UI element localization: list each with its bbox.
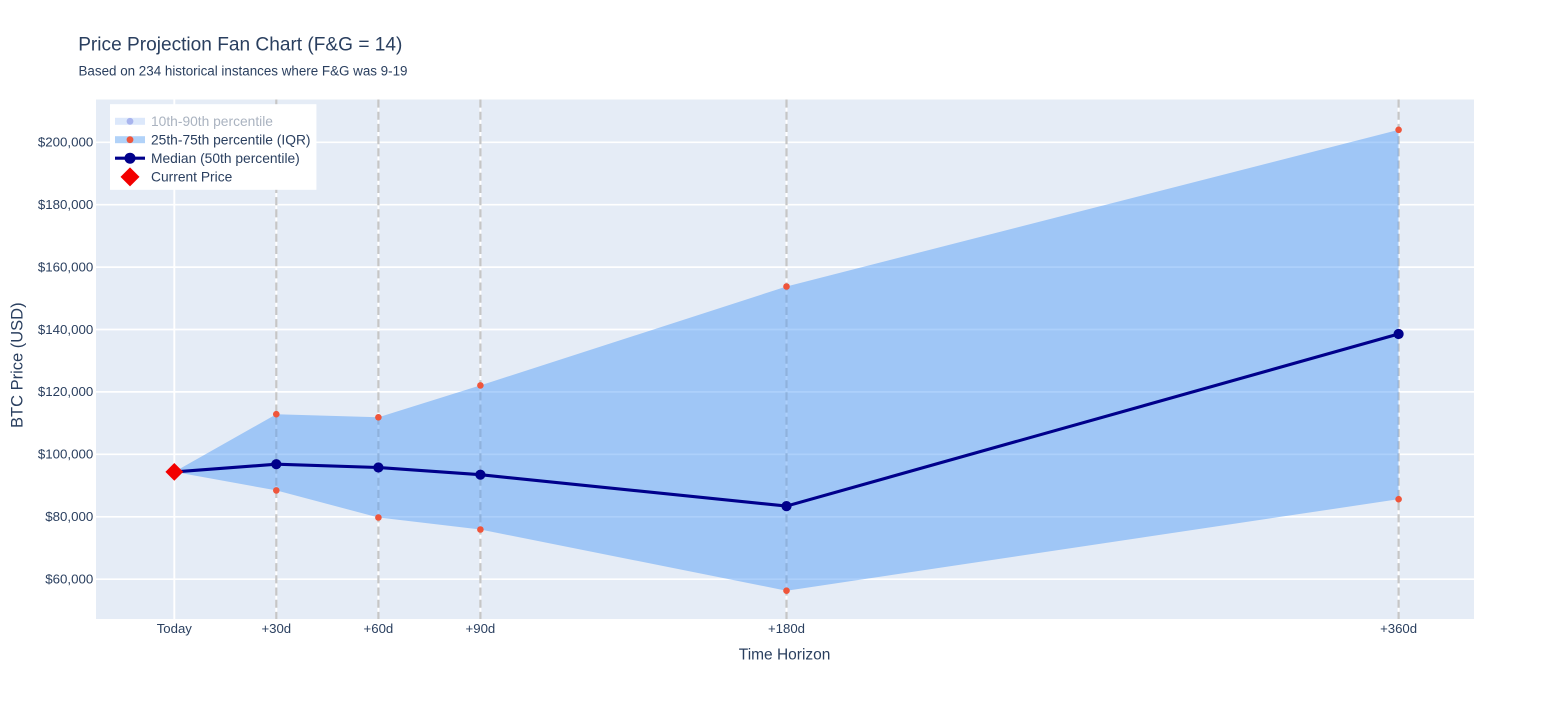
svg-text:Time Horizon: Time Horizon	[739, 647, 831, 664]
svg-text:BTC Price (USD): BTC Price (USD)	[9, 302, 27, 428]
svg-text:$60,000: $60,000	[45, 572, 93, 587]
svg-text:$120,000: $120,000	[38, 384, 93, 399]
svg-text:$200,000: $200,000	[38, 135, 93, 150]
svg-text:Today: Today	[157, 621, 193, 636]
svg-text:10th-90th percentile: 10th-90th percentile	[151, 114, 273, 129]
svg-text:$160,000: $160,000	[38, 259, 93, 274]
svg-text:$140,000: $140,000	[38, 322, 93, 337]
svg-text:+30d: +30d	[261, 621, 291, 636]
svg-text:$100,000: $100,000	[38, 447, 93, 462]
svg-text:25th-75th percentile (IQR): 25th-75th percentile (IQR)	[151, 133, 311, 148]
svg-text:$80,000: $80,000	[45, 509, 93, 524]
svg-text:Based on 234 historical instan: Based on 234 historical instances where …	[79, 64, 408, 79]
svg-text:+360d: +360d	[1380, 621, 1417, 636]
svg-text:Median (50th percentile): Median (50th percentile)	[151, 151, 300, 166]
svg-text:$180,000: $180,000	[38, 197, 93, 212]
svg-text:+180d: +180d	[768, 621, 805, 636]
svg-text:+90d: +90d	[466, 621, 496, 636]
svg-text:Price Projection Fan Chart (F&: Price Projection Fan Chart (F&G = 14)	[78, 35, 402, 56]
svg-text:Current Price: Current Price	[151, 170, 233, 185]
svg-text:+60d: +60d	[364, 621, 394, 636]
